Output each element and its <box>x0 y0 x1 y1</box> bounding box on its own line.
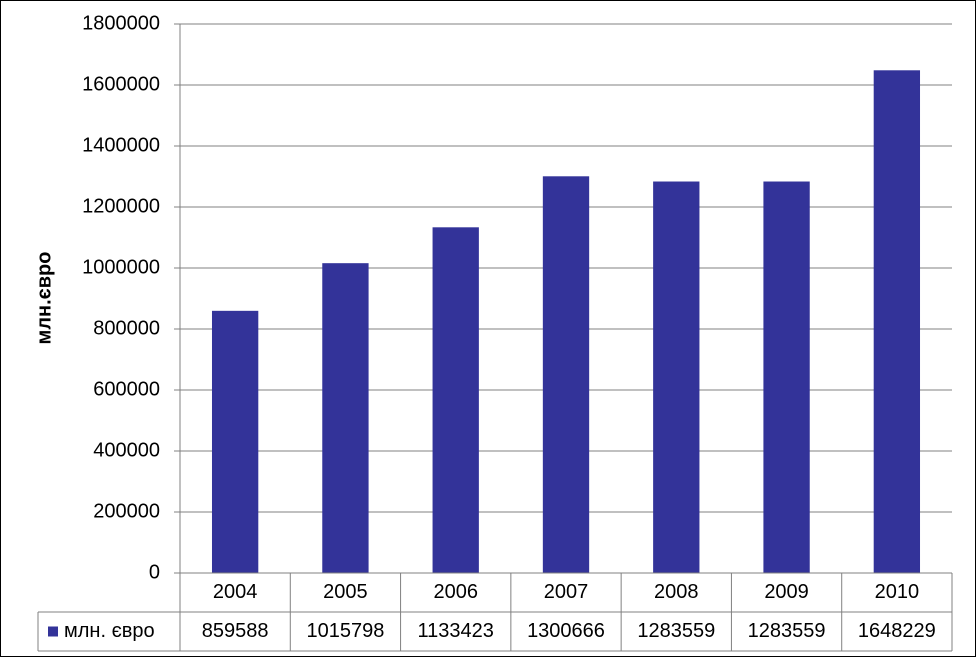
y-tick-label: 1800000 <box>82 12 160 34</box>
bar <box>432 227 479 574</box>
data-table-value: 859588 <box>202 620 269 642</box>
y-tick-label: 800000 <box>93 317 160 339</box>
data-table-value: 1300666 <box>527 620 605 642</box>
x-tick-label: 2009 <box>764 581 809 603</box>
legend-label: млн. євро <box>64 620 155 642</box>
y-tick-label: 600000 <box>93 378 160 400</box>
data-table-value: 1133423 <box>418 620 494 642</box>
y-tick-label: 400000 <box>93 439 160 461</box>
x-tick-label: 2006 <box>433 581 478 603</box>
bar <box>322 263 369 573</box>
y-tick-label: 1600000 <box>82 73 160 95</box>
data-table-value: 1283559 <box>748 620 826 642</box>
y-tick-label: 200000 <box>93 500 160 522</box>
x-tick-label: 2004 <box>213 581 258 603</box>
bar <box>542 176 590 573</box>
y-tick-label: 0 <box>149 561 160 583</box>
data-table-value: 1648229 <box>858 620 936 642</box>
y-tick-label: 1000000 <box>82 256 160 278</box>
legend-key <box>48 626 58 637</box>
bar <box>653 181 700 573</box>
x-tick-label: 2007 <box>544 581 589 603</box>
bar <box>763 181 810 573</box>
data-table-value: 1015798 <box>306 620 384 642</box>
x-tick-label: 2010 <box>875 581 920 603</box>
bar <box>873 70 921 573</box>
y-tick-label: 1200000 <box>82 195 160 217</box>
x-tick-label: 2005 <box>323 581 368 603</box>
y-tick-label: 1400000 <box>82 134 160 156</box>
bar <box>211 310 259 573</box>
data-table-value: 1283559 <box>637 620 715 642</box>
x-tick-label: 2008 <box>654 581 699 603</box>
y-axis-label: млн.євро <box>33 252 55 345</box>
